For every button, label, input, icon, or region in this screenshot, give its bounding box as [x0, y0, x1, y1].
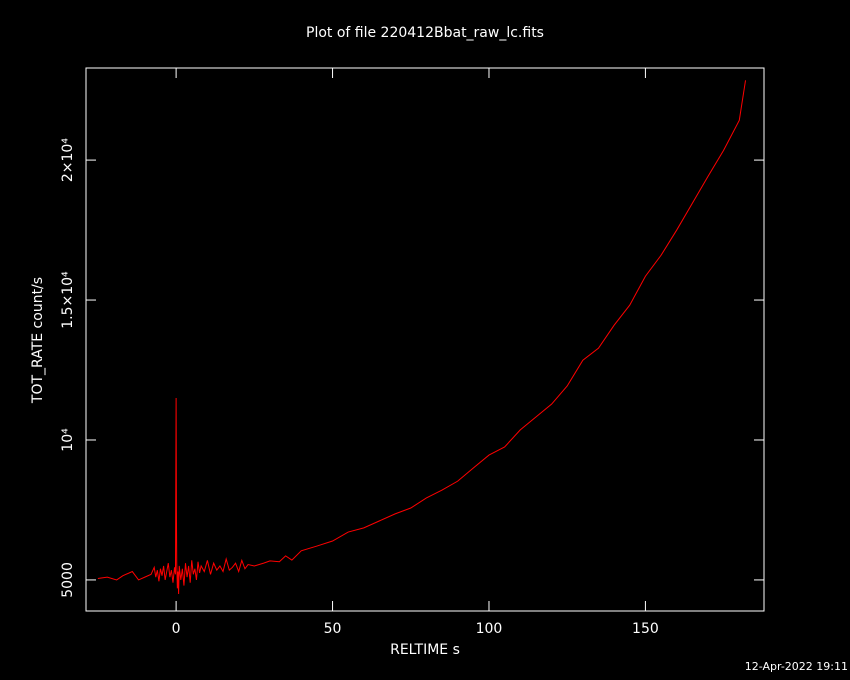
plot-frame [85, 67, 765, 612]
y-axis-label: TOT_RATE count/s [30, 277, 46, 404]
y-tick-label: 2×10⁴ [60, 138, 76, 182]
data-line [97, 80, 747, 594]
x-tick-label: 50 [324, 621, 342, 637]
y-tick-label: 1.5×10⁴ [60, 271, 76, 329]
x-tick-label: 100 [476, 621, 503, 637]
x-tick-label: 150 [632, 621, 659, 637]
chart-title: Plot of file 220412Bbat_raw_lc.fits [306, 25, 544, 41]
y-tick-label: 5000 [60, 562, 76, 598]
timestamp: 12-Apr-2022 19:11 [745, 660, 848, 673]
y-tick-label: 10⁴ [60, 428, 76, 452]
x-axis-label: RELTIME s [390, 642, 460, 658]
x-tick-label: 0 [172, 621, 181, 637]
